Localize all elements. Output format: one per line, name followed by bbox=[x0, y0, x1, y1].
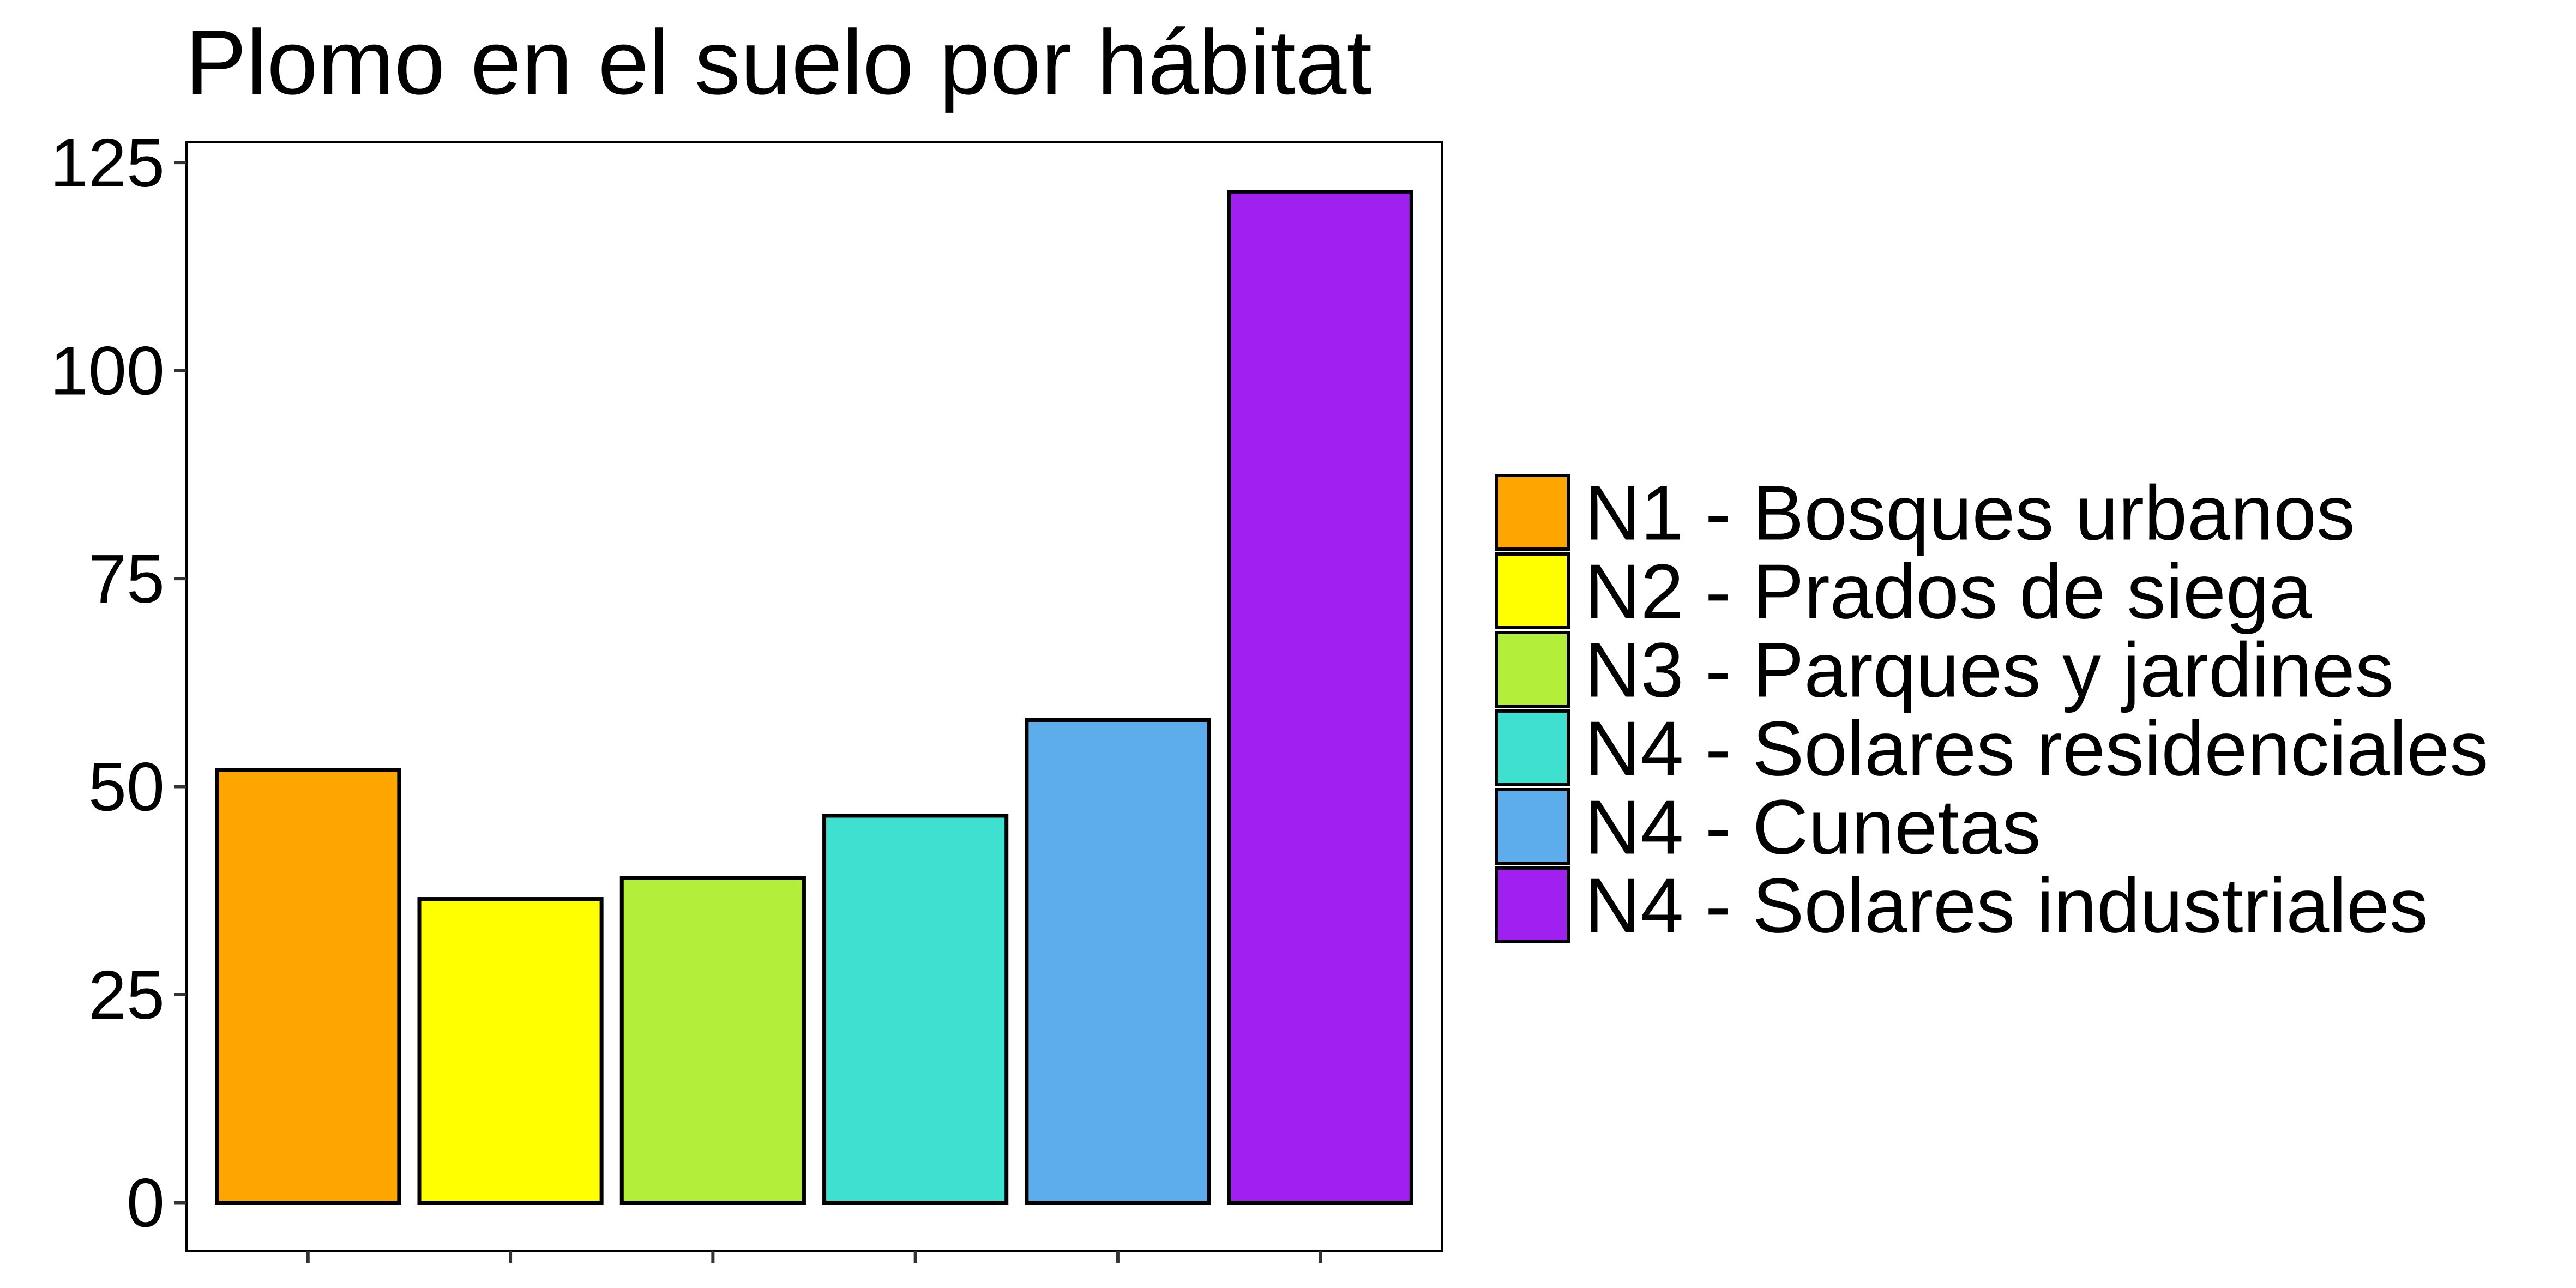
legend-label: N4 - Cunetas bbox=[1585, 784, 2041, 871]
bar bbox=[1025, 718, 1211, 1205]
bar bbox=[1227, 190, 1413, 1205]
y-axis: 0 25 50 75 100 125 bbox=[50, 124, 186, 1241]
bar bbox=[822, 814, 1009, 1205]
y-tick-label: 100 bbox=[50, 333, 165, 410]
plot-area bbox=[185, 141, 1443, 1252]
y-tick-label: 125 bbox=[50, 124, 165, 201]
legend-label: N4 - Solares industriales bbox=[1585, 863, 2428, 949]
bar bbox=[417, 897, 604, 1205]
legend-key bbox=[1495, 474, 1570, 551]
legend-key bbox=[1495, 552, 1570, 629]
legend-key bbox=[1495, 631, 1570, 708]
y-tick-label: 25 bbox=[88, 956, 165, 1033]
plot-panel-border bbox=[185, 141, 1443, 1252]
y-tick-label: 50 bbox=[88, 749, 165, 826]
legend-key bbox=[1495, 709, 1570, 786]
legend-label: N2 - Prados de siega bbox=[1585, 549, 2312, 635]
legend-label: N4 - Solares residenciales bbox=[1585, 706, 2488, 792]
y-tick-label: 75 bbox=[88, 540, 165, 617]
legend-key bbox=[1495, 866, 1570, 943]
bar bbox=[215, 768, 401, 1205]
chart-title: Plomo en el suelo por hábitat bbox=[185, 11, 1372, 113]
legend-label: N1 - Bosques urbanos bbox=[1585, 470, 2355, 557]
x-axis bbox=[306, 1251, 1322, 1263]
legend-label: N3 - Parques y jardines bbox=[1585, 627, 2394, 714]
y-tick-label: 0 bbox=[127, 1164, 165, 1241]
bar bbox=[619, 876, 806, 1205]
legend-key bbox=[1495, 788, 1570, 865]
